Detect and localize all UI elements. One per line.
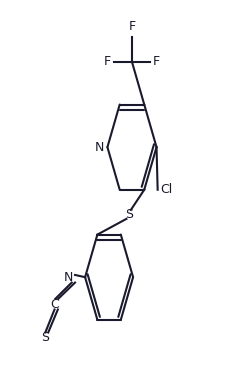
Text: N: N <box>63 271 72 284</box>
Text: F: F <box>128 20 135 33</box>
Text: S: S <box>124 208 132 221</box>
Text: F: F <box>103 56 110 68</box>
Text: S: S <box>41 331 49 344</box>
Text: F: F <box>153 56 160 68</box>
Text: N: N <box>94 141 104 154</box>
Text: C: C <box>50 298 59 310</box>
Text: Cl: Cl <box>159 183 171 196</box>
